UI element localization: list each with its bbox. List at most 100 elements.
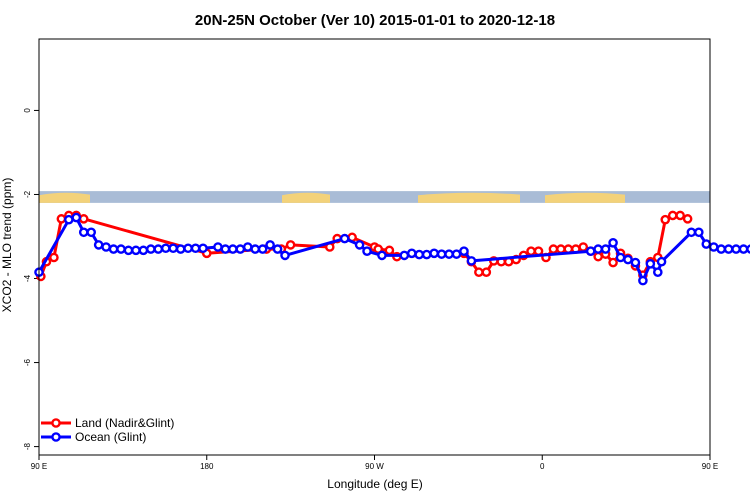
legend-marker <box>51 432 61 442</box>
x-tick-label: 90 W <box>365 462 384 471</box>
data-point <box>250 244 261 254</box>
data-point <box>399 250 410 261</box>
data-point <box>548 244 559 254</box>
data-point <box>265 240 275 250</box>
data-point <box>481 267 492 278</box>
y-tick-label: -8 <box>23 442 32 450</box>
data-point <box>466 256 477 266</box>
y-tick-label: -4 <box>23 274 32 282</box>
data-point <box>242 242 253 252</box>
data-point <box>78 214 89 224</box>
data-point <box>731 244 741 254</box>
data-point <box>257 244 268 254</box>
data-point <box>198 243 208 254</box>
data-point <box>474 267 484 278</box>
data-point <box>444 249 454 259</box>
data-point <box>708 242 719 252</box>
map-strip <box>39 191 710 203</box>
data-point <box>623 254 633 265</box>
legend-label: Land (Nadir&Glint) <box>75 416 174 430</box>
data-point <box>86 227 96 238</box>
data-point <box>716 244 726 254</box>
data-point <box>421 249 432 260</box>
chart-title: 20N-25N October (Ver 10) 2015-01-01 to 2… <box>195 12 555 29</box>
plot-frame <box>38 38 711 456</box>
map-strip-land <box>545 192 625 203</box>
data-point <box>686 227 697 238</box>
data-point <box>608 237 618 248</box>
data-point <box>78 227 89 238</box>
axis-ticks: 90 E 180 90 W 0 90 E 0 -2 -4 -6 -8 <box>23 108 718 471</box>
data-point <box>746 244 750 254</box>
data-point <box>160 243 171 254</box>
data-point <box>235 244 246 254</box>
map-strip-land <box>39 192 90 203</box>
x-tick-label: 0 <box>540 462 545 471</box>
data-point <box>556 244 566 254</box>
data-point <box>645 259 656 269</box>
data-point <box>630 257 641 268</box>
data-point <box>578 242 589 252</box>
data-point <box>49 252 59 263</box>
legend-label: Ocean (Glint) <box>75 430 146 444</box>
data-point <box>175 244 186 254</box>
data-point <box>168 243 178 254</box>
series-layer <box>34 210 750 286</box>
data-point <box>131 245 141 256</box>
map-strip-land <box>418 192 520 203</box>
data-point <box>660 214 671 225</box>
data-point <box>101 242 111 252</box>
data-point <box>146 244 156 254</box>
data-point <box>153 244 164 254</box>
x-tick-label: 90 E <box>702 462 718 471</box>
legend-marker <box>51 418 61 428</box>
map-strip-ocean <box>39 191 710 203</box>
data-point <box>593 251 603 262</box>
data-point <box>228 244 238 254</box>
data-point <box>682 214 693 224</box>
data-point <box>451 249 462 259</box>
data-point <box>585 246 596 257</box>
data-point <box>429 248 439 259</box>
data-point <box>354 240 365 250</box>
data-point <box>593 244 603 254</box>
data-point <box>138 245 149 256</box>
x-axis-label: Longitude (deg E) <box>327 477 422 491</box>
data-point <box>436 249 447 259</box>
data-point <box>285 240 296 250</box>
data-point <box>653 267 663 278</box>
data-point <box>71 212 82 223</box>
map-strip-land <box>282 192 330 203</box>
data-point <box>64 214 74 225</box>
data-point <box>339 233 350 244</box>
data-point <box>272 244 283 254</box>
data-point <box>675 210 685 221</box>
data-point <box>190 243 201 254</box>
data-point <box>116 244 126 254</box>
data-point <box>280 250 290 261</box>
data-point <box>600 244 611 254</box>
data-point <box>608 257 618 268</box>
data-point <box>414 249 425 260</box>
y-axis-label: XCO2 - MLO trend (ppm) <box>0 178 14 313</box>
data-point <box>123 245 134 256</box>
data-point <box>694 227 704 238</box>
data-point <box>183 243 193 254</box>
data-point <box>213 242 223 252</box>
data-point <box>723 244 734 254</box>
data-point <box>638 275 648 286</box>
data-point <box>667 210 678 221</box>
y-tick-label: 0 <box>23 108 32 113</box>
data-point <box>220 244 231 254</box>
data-point <box>701 239 712 249</box>
data-point <box>738 244 749 254</box>
data-point <box>526 246 536 257</box>
y-tick-label: -2 <box>23 190 32 198</box>
data-point <box>56 214 67 224</box>
x-tick-label: 90 E <box>31 462 47 471</box>
data-point <box>384 245 395 256</box>
data-point <box>108 244 119 254</box>
data-point <box>377 250 387 261</box>
legend: Land (Nadir&Glint)Ocean (Glint) <box>41 416 174 444</box>
